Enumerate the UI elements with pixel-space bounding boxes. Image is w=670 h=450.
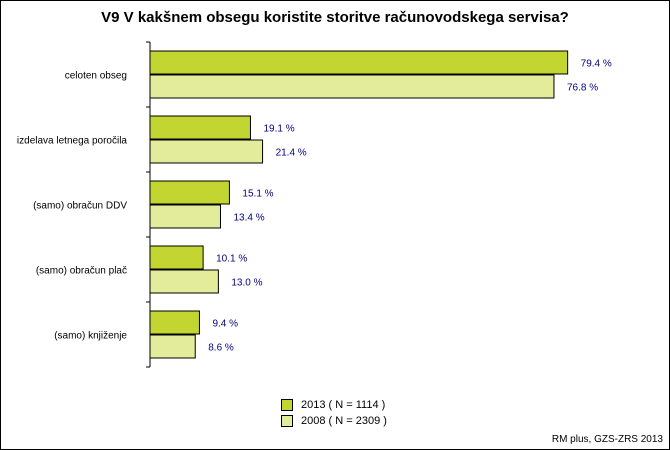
- legend-item-2013: 2013 ( N = 1114 ): [281, 397, 387, 413]
- category-label: celoten obseg: [65, 71, 127, 82]
- legend-swatch-2008: [281, 415, 293, 427]
- bar-2008: [149, 204, 221, 229]
- bar-2008: [149, 139, 264, 164]
- data-label: 79.4 %: [581, 59, 612, 70]
- legend-item-2008: 2008 ( N = 2309 ): [281, 413, 387, 429]
- data-label: 9.4 %: [212, 319, 238, 330]
- category-label: (samo) obračun plač: [36, 266, 127, 277]
- bar-2013: [149, 180, 230, 205]
- bar-2013: [149, 310, 200, 335]
- legend-label-2013: 2013 ( N = 1114 ): [301, 399, 386, 411]
- source-note: RM plus, GZS-ZRS 2013: [551, 434, 663, 445]
- bar-2008: [149, 269, 219, 294]
- legend: 2013 ( N = 1114 ) 2008 ( N = 2309 ): [281, 397, 387, 429]
- data-label: 19.1 %: [263, 124, 294, 135]
- chart-title: V9 V kakšnem obsegu koristite storitve r…: [101, 9, 569, 26]
- data-label: 8.6 %: [208, 343, 234, 354]
- data-label: 15.1 %: [242, 189, 273, 200]
- legend-label-2008: 2008 ( N = 2309 ): [301, 415, 387, 427]
- data-label: 76.8 %: [567, 83, 598, 94]
- bar-2013: [149, 245, 204, 270]
- bar-2013: [149, 50, 569, 75]
- data-label: 13.0 %: [231, 278, 262, 289]
- category-label: izdelava letnega poročila: [17, 136, 128, 147]
- data-label: 10.1 %: [216, 254, 247, 265]
- bar-2008: [149, 334, 196, 359]
- bar-2008: [149, 74, 555, 99]
- category-label: (samo) obračun DDV: [33, 201, 127, 212]
- data-label: 21.4 %: [276, 148, 307, 159]
- category-label: (samo) knjiženje: [54, 331, 127, 342]
- data-label: 13.4 %: [233, 213, 264, 224]
- legend-swatch-2013: [281, 399, 293, 411]
- bar-2013: [149, 115, 251, 140]
